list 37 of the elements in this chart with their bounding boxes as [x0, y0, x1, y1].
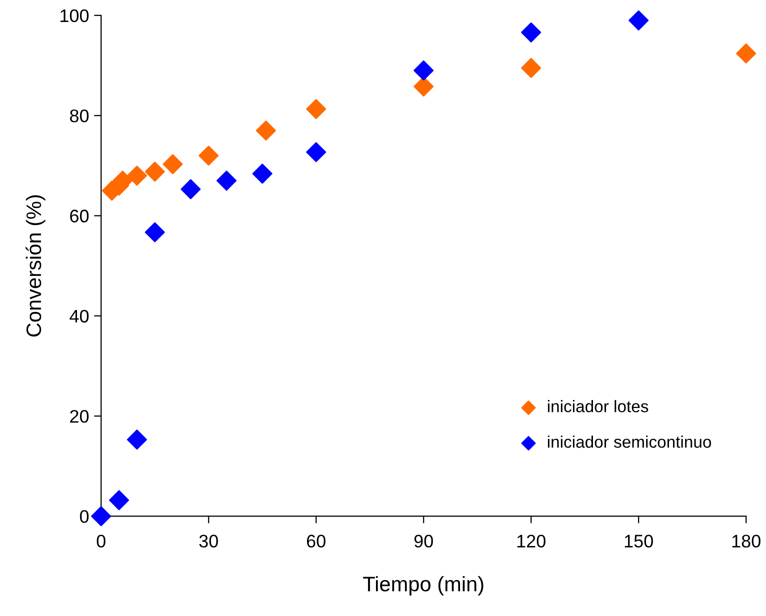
point — [414, 76, 434, 97]
y-tick-label: 20 — [70, 410, 89, 423]
x-tick-label: 60 — [306, 534, 326, 548]
point — [306, 142, 326, 162]
x-tick-label: 120 — [517, 534, 546, 548]
point — [256, 120, 276, 141]
point — [736, 43, 756, 64]
point — [252, 164, 272, 184]
point — [91, 506, 112, 526]
point — [180, 179, 201, 200]
point — [628, 10, 649, 30]
point — [126, 166, 147, 186]
y-tick-label: 40 — [70, 310, 89, 323]
x-tick-label: 30 — [199, 534, 218, 548]
y-tick-label: 60 — [70, 210, 89, 222]
y-axis-title: Conversión (%) — [26, 195, 46, 337]
point — [109, 490, 130, 510]
y-tick-label: 80 — [70, 109, 89, 122]
y-tick-label: 0 — [80, 510, 89, 523]
y-tick-label: 100 — [60, 9, 89, 22]
point — [198, 146, 219, 166]
point — [216, 170, 237, 191]
point — [162, 154, 183, 174]
point — [126, 430, 147, 450]
point — [144, 162, 165, 182]
x-tick-label: 180 — [732, 534, 760, 548]
legend-label: iniciador lotes — [548, 400, 648, 412]
legend-label: iniciador semicontinuo — [548, 436, 712, 448]
point — [414, 60, 434, 80]
x-axis-title: Tiempo (min) — [363, 576, 484, 596]
x-tick-label: 0 — [96, 534, 106, 548]
x-tick-label: 150 — [624, 534, 653, 548]
point — [144, 222, 165, 242]
x-tick-label: 90 — [414, 534, 433, 548]
point — [521, 22, 542, 42]
point — [306, 99, 326, 120]
point — [521, 58, 542, 78]
